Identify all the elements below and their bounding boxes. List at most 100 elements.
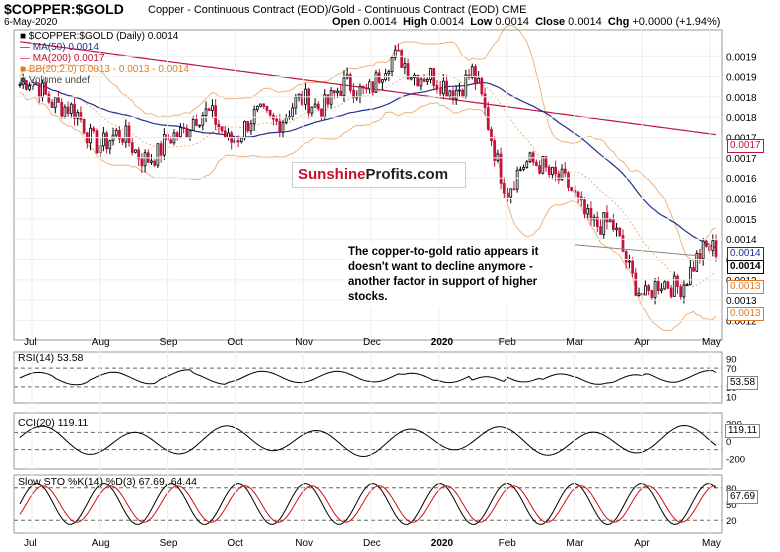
candle-body (143, 152, 147, 167)
candle-body (307, 88, 311, 114)
rsi-label: RSI(14) 53.58 (18, 352, 84, 364)
candle-body (589, 208, 593, 221)
cci-panel: 2000-200 (14, 420, 745, 465)
open-value: 0.0014 (363, 16, 397, 28)
candle-body (191, 118, 195, 132)
candle-body (342, 77, 346, 96)
x-tick-label: 2020 (431, 337, 454, 348)
x-tick-label: May (702, 538, 721, 549)
close-value: 0.0014 (568, 16, 602, 28)
candle-body (438, 87, 442, 95)
candle-body (73, 103, 76, 119)
candle-body (297, 93, 301, 98)
cci-label: CCI(20) 119.11 (18, 417, 89, 429)
candle-body (409, 77, 413, 80)
y-tick-label: 0.0016 (726, 195, 757, 206)
candle-body (669, 287, 673, 297)
candle-body (140, 158, 144, 167)
candle-body (522, 166, 525, 170)
candle-body (538, 165, 541, 174)
candle-body (381, 79, 384, 83)
candle-body (650, 290, 654, 298)
candle-body (316, 103, 320, 110)
y-tick-label: 0.0018 (726, 113, 757, 124)
annotation-pointer (565, 243, 701, 257)
candle-body (159, 143, 163, 156)
candle-body (656, 280, 660, 292)
candle-body (243, 120, 246, 139)
candle-body (512, 188, 516, 191)
candle-body (185, 127, 189, 138)
candle-body (336, 90, 339, 94)
candle-body (541, 156, 545, 174)
candle-body (265, 106, 269, 111)
candle-body (130, 142, 134, 153)
candle-body (275, 118, 278, 122)
candle-body (547, 166, 551, 176)
x-tick-label: Sep (160, 538, 178, 549)
candle-body (496, 153, 500, 161)
osc-line (19, 424, 717, 458)
candle-body (377, 72, 381, 83)
candle-body (121, 138, 124, 143)
candle-body (79, 112, 83, 120)
candle-body (602, 212, 606, 235)
candle-body (348, 74, 352, 91)
candle-body (332, 90, 336, 94)
x-tick-label: Feb (499, 337, 517, 348)
chg-label: Chg (607, 16, 630, 28)
osc-line (19, 485, 717, 523)
cci-tag: 119.11 (725, 424, 761, 438)
candle-body (214, 105, 218, 125)
candle-body (57, 97, 60, 103)
tag-bb-mid: 0.0013 (727, 280, 764, 294)
candle-body (682, 284, 686, 298)
candle-body (711, 240, 715, 251)
osc-tick: -200 (726, 454, 745, 465)
candle-body (502, 183, 506, 194)
candle-body (464, 74, 468, 97)
candle-body (554, 166, 557, 175)
tag-bb-low: 0.0013 (727, 307, 764, 321)
candle-body (361, 86, 365, 89)
osc-tick: 10 (726, 392, 737, 403)
candle-body (631, 260, 634, 274)
x-tick-label: Feb (499, 538, 517, 549)
candle-body (284, 117, 288, 123)
x-tick-label: Apr (634, 538, 650, 549)
y-tick-label: 0.0019 (726, 73, 757, 84)
candle-body (374, 72, 378, 93)
panel-frame-cci (13, 412, 723, 470)
candle-body (134, 149, 137, 153)
candle-body (236, 140, 240, 143)
candle-body (53, 97, 57, 109)
candle-body (663, 281, 667, 290)
candle-body (403, 63, 407, 68)
chart-description: Copper - Continuous Contract (EOD)/Gold … (148, 4, 527, 16)
candle-body (528, 152, 532, 163)
x-tick-label: Aug (92, 337, 110, 348)
chart-symbol: $COPPER:$GOLD (4, 1, 124, 17)
osc-line (19, 482, 717, 526)
candle-body (252, 109, 256, 125)
candle-body (477, 77, 481, 84)
legend-bb: ■ BB(20,2.0) 0.0013 - 0.0013 - 0.0014 (20, 64, 189, 75)
legend-volume: ■ Volume undef (20, 75, 90, 86)
close-label: Close (535, 16, 566, 28)
candle-body (628, 260, 631, 263)
bb-upper-line (19, 24, 717, 262)
candle-body (400, 49, 404, 68)
candle-body (118, 129, 121, 140)
candle-body (220, 126, 224, 132)
candle-body (490, 128, 493, 142)
candle-body (124, 125, 128, 143)
candle-body (313, 103, 317, 108)
candle-body (486, 107, 490, 130)
y-tick-label: 0.0017 (726, 154, 757, 165)
candle-body (451, 90, 455, 100)
candle-body (567, 172, 570, 188)
candle-body (179, 126, 182, 138)
candle-body (676, 275, 679, 288)
candle-body (499, 153, 503, 184)
candle-body (153, 160, 157, 166)
